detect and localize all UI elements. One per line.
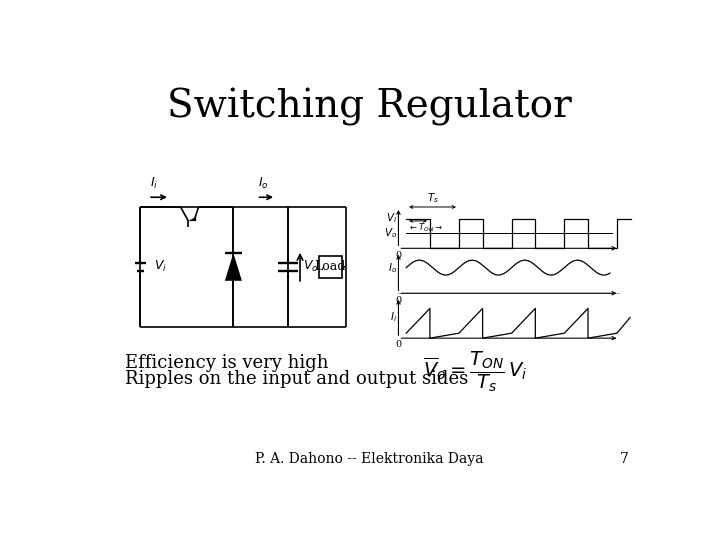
Text: 0: 0 (395, 295, 402, 305)
Polygon shape (225, 253, 242, 281)
Text: $V_i$: $V_i$ (154, 259, 167, 274)
FancyBboxPatch shape (319, 256, 342, 278)
Text: $V_o$: $V_o$ (384, 226, 397, 240)
Text: Efficiency is very high: Efficiency is very high (125, 354, 328, 372)
Text: $I_i$: $I_i$ (390, 310, 397, 324)
Text: 7: 7 (620, 452, 629, 466)
Text: $V_o$: $V_o$ (303, 259, 319, 274)
Polygon shape (189, 217, 196, 221)
Text: $\overline{V}_o = \dfrac{T_{ON}}{T_s}\,V_i$: $\overline{V}_o = \dfrac{T_{ON}}{T_s}\,V… (423, 350, 528, 394)
Text: $\leftarrow T_{ON}\rightarrow$: $\leftarrow T_{ON}\rightarrow$ (408, 221, 443, 234)
Text: P. A. Dahono -- Elektronika Daya: P. A. Dahono -- Elektronika Daya (255, 452, 483, 466)
Text: Load: Load (315, 260, 346, 273)
Text: $V_i$: $V_i$ (386, 212, 397, 226)
Text: $I_i$: $I_i$ (150, 176, 158, 191)
Text: $I_o$: $I_o$ (388, 261, 397, 274)
Text: Switching Regulator: Switching Regulator (166, 88, 572, 126)
Text: Ripples on the input and output sides: Ripples on the input and output sides (125, 370, 468, 388)
Text: 0: 0 (395, 251, 402, 260)
Text: 0: 0 (395, 340, 402, 349)
Text: $I_o$: $I_o$ (258, 176, 269, 191)
Text: $T_s$: $T_s$ (426, 192, 438, 205)
